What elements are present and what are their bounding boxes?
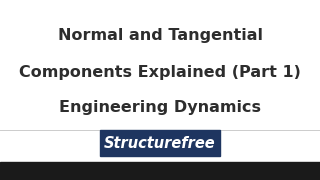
FancyBboxPatch shape: [100, 130, 220, 156]
Bar: [0, 162, 320, 180]
Text: Engineering Dynamics: Engineering Dynamics: [59, 100, 261, 115]
Text: Normal and Tangential: Normal and Tangential: [58, 28, 262, 43]
Text: Structurefree: Structurefree: [104, 136, 216, 150]
Text: Components Explained (Part 1): Components Explained (Part 1): [19, 65, 301, 80]
